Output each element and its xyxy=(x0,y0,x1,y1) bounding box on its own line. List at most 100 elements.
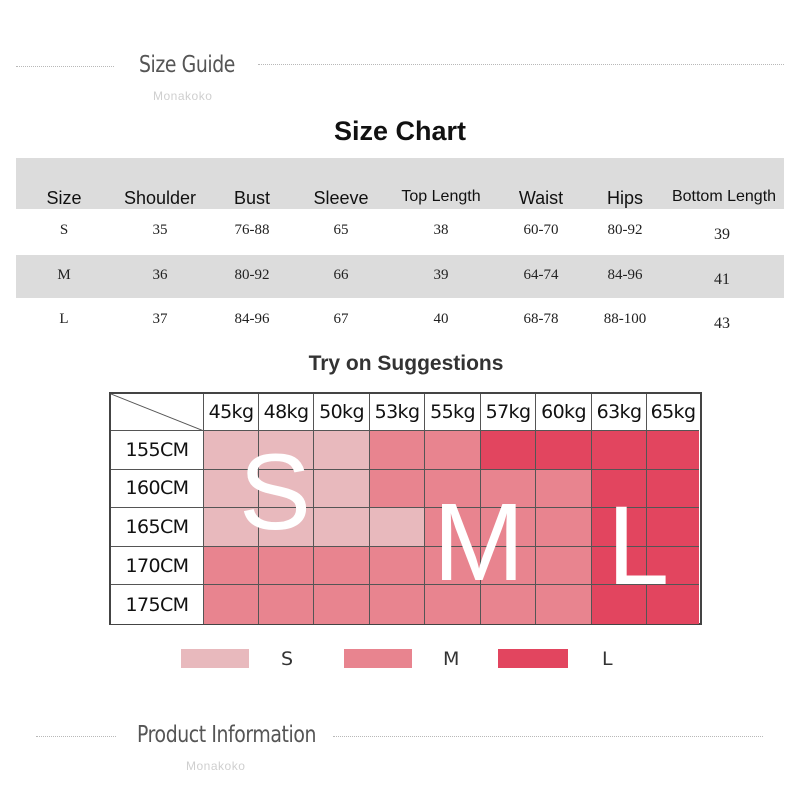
legend-label-s: S xyxy=(281,648,294,670)
size-cell-m xyxy=(425,508,481,547)
size-guide-title: Size Guide xyxy=(139,52,236,78)
header-sleeve: Sleeve xyxy=(313,188,369,208)
divider-line-left xyxy=(16,66,114,67)
size-cell-l xyxy=(592,508,647,547)
size-cell-l xyxy=(592,585,647,624)
cell-bottom-length: 39 xyxy=(714,226,730,243)
grid-corner-cell xyxy=(111,394,204,431)
header-bottom-length: Bottom Length xyxy=(671,188,777,205)
header-hips: Hips xyxy=(606,188,644,208)
cell-waist: 68-78 xyxy=(523,311,559,327)
size-cell-l xyxy=(536,431,592,470)
size-cell-m xyxy=(481,546,536,586)
cell-bust: 80-92 xyxy=(234,267,270,283)
header-waist: Waist xyxy=(518,188,564,208)
header-bust: Bust xyxy=(233,188,271,208)
size-cell-l xyxy=(592,469,647,509)
size-chart-row-s: S 35 76-88 65 38 60-70 80-92 39 xyxy=(16,210,784,255)
legend-swatch-l xyxy=(498,649,568,668)
size-cell-s xyxy=(259,508,314,547)
legend-label-m: M xyxy=(443,648,460,670)
cell-sleeve: 65 xyxy=(333,222,349,238)
header-shoulder: Shoulder xyxy=(123,188,197,208)
cell-hips: 84-96 xyxy=(607,267,643,283)
weight-header: 63kg xyxy=(592,394,647,431)
size-chart-row-l: L 37 84-96 67 40 68-78 88-100 43 xyxy=(16,299,784,344)
size-cell-m xyxy=(259,546,314,586)
legend-swatch-m xyxy=(344,649,412,668)
size-cell-m xyxy=(536,546,592,586)
size-cell-l xyxy=(647,546,699,586)
weight-header: 57kg xyxy=(481,394,536,431)
size-chart-title: Size Chart xyxy=(333,116,467,146)
size-cell-m xyxy=(425,546,481,586)
weight-header: 55kg xyxy=(425,394,481,431)
weight-header: 45kg xyxy=(204,394,259,431)
weight-header: 48kg xyxy=(259,394,314,431)
size-cell-l xyxy=(481,431,536,470)
cell-waist: 64-74 xyxy=(523,267,559,283)
divider-line-right xyxy=(333,736,763,737)
product-info-title: Product Information xyxy=(137,722,316,748)
size-cell-s xyxy=(370,508,425,547)
size-cell-l xyxy=(647,431,699,470)
cell-top-length: 38 xyxy=(433,222,449,238)
height-label: 155CM xyxy=(111,431,204,470)
size-cell-m xyxy=(481,508,536,547)
size-cell-s xyxy=(204,469,259,509)
height-label: 175CM xyxy=(111,585,204,624)
size-cell-m xyxy=(481,469,536,509)
size-cell-m xyxy=(425,585,481,624)
cell-size: M xyxy=(57,267,71,283)
height-label: 170CM xyxy=(111,546,204,586)
cell-size: S xyxy=(59,222,69,238)
header-size: Size xyxy=(46,188,82,208)
size-cell-m xyxy=(370,585,425,624)
divider-line-left xyxy=(36,736,116,737)
size-cell-l xyxy=(647,508,699,547)
divider-line-right xyxy=(258,64,784,65)
cell-hips: 88-100 xyxy=(603,311,647,327)
weight-header: 65kg xyxy=(647,394,699,431)
cell-size: L xyxy=(59,311,69,327)
cell-shoulder: 35 xyxy=(152,222,168,238)
size-cell-s xyxy=(314,431,370,470)
cell-bottom-length: 41 xyxy=(714,271,730,288)
try-on-title: Try on Suggestions xyxy=(308,352,504,375)
cell-sleeve: 67 xyxy=(333,311,349,327)
cell-hips: 80-92 xyxy=(607,222,643,238)
cell-bottom-length: 43 xyxy=(714,315,730,332)
weight-header: 60kg xyxy=(536,394,592,431)
size-cell-m xyxy=(204,546,259,586)
size-cell-s xyxy=(259,469,314,509)
size-cell-m xyxy=(314,585,370,624)
size-cell-l xyxy=(647,469,699,509)
size-cell-s xyxy=(204,508,259,547)
legend-swatch-s xyxy=(181,649,249,668)
try-on-grid: 45kg 48kg 50kg 53kg 55kg 57kg 60kg 63kg 65kg 155C… xyxy=(109,392,702,625)
size-cell-m xyxy=(425,469,481,509)
size-cell-m xyxy=(204,585,259,624)
cell-top-length: 40 xyxy=(433,311,449,327)
cell-bust: 76-88 xyxy=(234,222,270,238)
size-cell-m xyxy=(536,469,592,509)
weight-header: 53kg xyxy=(370,394,425,431)
size-cell-l xyxy=(592,431,647,470)
cell-shoulder: 37 xyxy=(152,311,168,327)
size-cell-m xyxy=(481,585,536,624)
size-cell-m xyxy=(370,469,425,509)
size-cell-m xyxy=(536,508,592,547)
legend-label-l: L xyxy=(602,648,613,670)
size-cell-m xyxy=(314,546,370,586)
size-cell-s xyxy=(314,469,370,509)
size-cell-m xyxy=(259,585,314,624)
size-cell-s xyxy=(259,431,314,470)
size-chart-row-m: M 36 80-92 66 39 64-74 84-96 41 xyxy=(16,255,784,298)
cell-top-length: 39 xyxy=(433,267,449,283)
size-chart-header-row: Size Shoulder Bust Sleeve Top Length Wai… xyxy=(16,158,784,209)
size-cell-m xyxy=(370,546,425,586)
size-guide-brand: Monakoko xyxy=(153,89,213,103)
size-cell-l xyxy=(647,585,699,624)
cell-waist: 60-70 xyxy=(523,222,559,238)
size-cell-s xyxy=(314,508,370,547)
